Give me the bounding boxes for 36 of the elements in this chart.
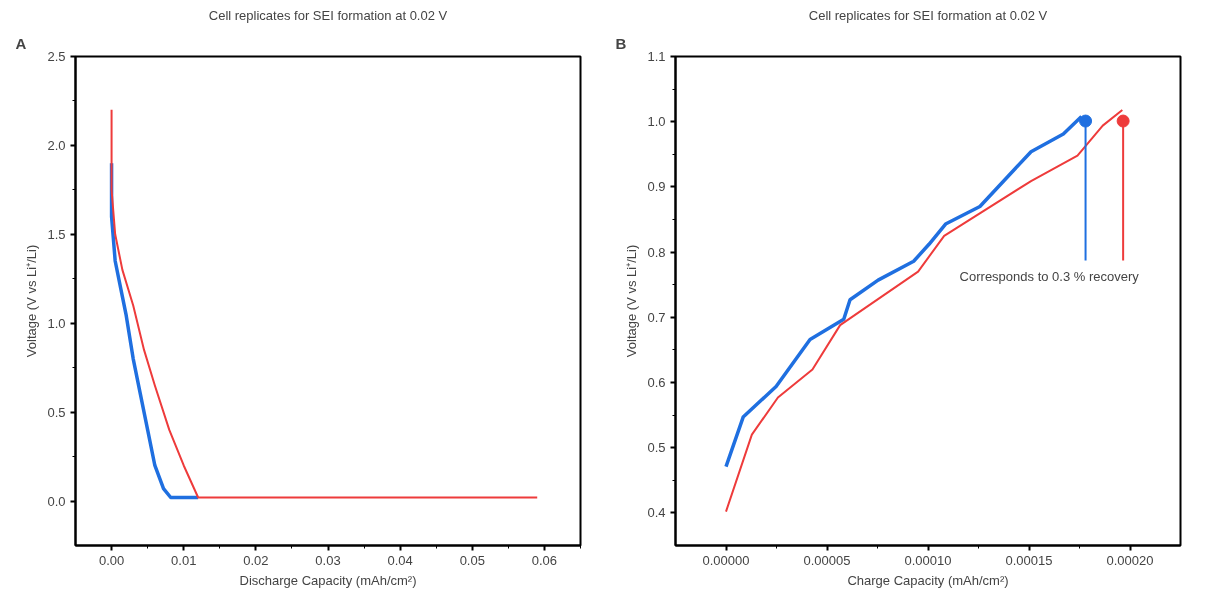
x-axis-title: Discharge Capacity (mAh/cm²) — [239, 572, 417, 588]
x-tick-label: 0.00000 — [702, 552, 750, 568]
y-tick-label: 1.5 — [47, 226, 66, 242]
x-tick-label: 0.00005 — [803, 552, 851, 568]
y-tick-label: 1.0 — [647, 114, 666, 130]
x-tick-label: 0.00015 — [1005, 552, 1053, 568]
y-axis-title: Voltage (V vs Li⁺/Li) — [24, 244, 40, 358]
x-tick-label: 0.00 — [98, 552, 125, 568]
y-tick-label: 0.7 — [647, 309, 666, 325]
y-tick-label: 0.5 — [47, 404, 66, 420]
x-tick-label: 0.05 — [459, 552, 485, 568]
y-tick-label: 0.6 — [647, 375, 666, 390]
text: A — [15, 34, 27, 52]
y-tick-label: 0.5 — [647, 440, 666, 456]
x-tick-label: 0.03 — [315, 552, 341, 568]
y-tick-label: 0.4 — [647, 505, 666, 521]
y-tick-label: 2.5 — [47, 49, 66, 64]
y-tick-label: 1.1 — [647, 49, 666, 64]
x-tick-label: 0.01 — [171, 552, 197, 568]
y-axis-title: Voltage (V vs Li⁺/Li) — [624, 244, 640, 358]
x-tick-label: 0.04 — [387, 552, 413, 568]
x-tick-label: 0.00010 — [904, 552, 952, 568]
chart-title: Cell replicates for SEI formation at 0.02 V — [208, 7, 448, 23]
y-tick-label: 2.0 — [47, 137, 66, 153]
x-tick-label: 0.06 — [531, 552, 558, 568]
x-tick-label: 0.00020 — [1106, 552, 1154, 568]
annotation: Corresponds to 0.3 % recovery — [959, 269, 1140, 285]
chart-title: Cell replicates for SEI formation at 0.02 V — [808, 7, 1048, 23]
line-series — [110, 108, 539, 499]
y-tick-label: 0.8 — [647, 244, 666, 260]
y-tick-label: 0.0 — [47, 493, 66, 509]
x-axis-title: Charge Capacity (mAh/cm²) — [847, 572, 1009, 588]
y-tick-label: 0.9 — [647, 179, 666, 195]
x-tick-label: 0.02 — [243, 552, 269, 568]
text: B — [615, 34, 627, 52]
y-tick-label: 1.0 — [47, 315, 66, 331]
